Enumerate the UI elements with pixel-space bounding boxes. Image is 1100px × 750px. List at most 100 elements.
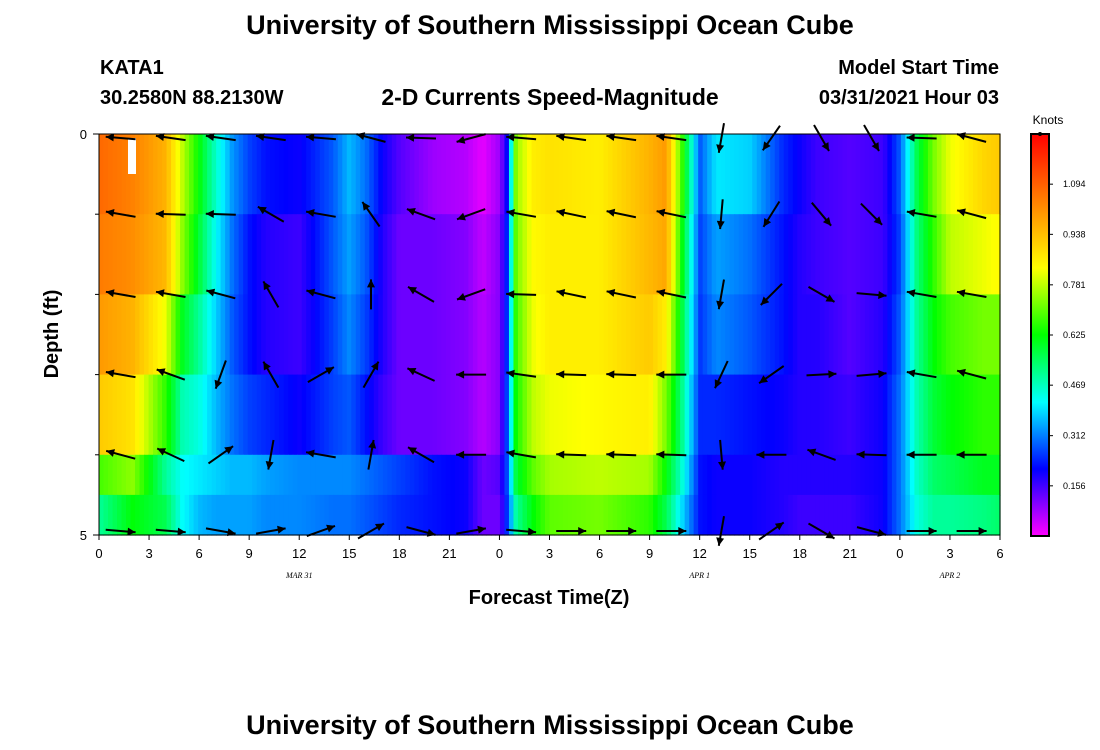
heatmap-cell: [144, 374, 150, 456]
current-vector: [856, 370, 887, 378]
heatmap-cell: [522, 494, 528, 536]
current-vector: [556, 370, 587, 379]
heatmap-cell: [968, 494, 974, 536]
heatmap-cell: [297, 214, 303, 295]
heatmap-cell: [423, 134, 429, 215]
heatmap-cell: [941, 374, 947, 456]
heatmap-cell: [824, 494, 830, 536]
heatmap-cell: [198, 134, 204, 215]
x-tick-label: 6: [596, 546, 603, 561]
heatmap-cell: [526, 134, 533, 215]
heatmap-cell: [229, 294, 235, 376]
heatmap-cell: [743, 454, 749, 496]
heatmap-cell: [301, 214, 307, 295]
colorbar-tick-label: 0.781: [1063, 280, 1086, 290]
colorbar: 1.094 0.938 0.781 0.625 0.469 0.312 0.156: [1030, 132, 1086, 537]
heatmap-cell: [891, 374, 897, 456]
heatmap-cell: [463, 374, 470, 456]
heatmap-cell: [617, 374, 623, 456]
heatmap-cell: [171, 494, 177, 536]
heatmap-cell: [990, 134, 997, 215]
heatmap-cell: [301, 294, 307, 376]
heatmap-cell: [941, 454, 947, 496]
heatmap-cell: [436, 494, 442, 536]
current-vector: [506, 290, 537, 299]
heatmap-cell: [599, 374, 605, 456]
heatmap-cell: [229, 454, 235, 496]
heatmap-cell: [666, 214, 672, 295]
heatmap-cell: [328, 134, 334, 215]
current-vector: [606, 289, 637, 299]
heatmap-cell: [310, 374, 316, 456]
heatmap-cell: [234, 454, 240, 496]
heatmap-cell: [432, 134, 438, 215]
heatmap-cell: [337, 454, 343, 496]
heatmap-cell: [545, 374, 551, 456]
heatmap-cell: [648, 454, 654, 496]
heatmap-cell: [477, 374, 483, 456]
colorbar-unit: Knots: [1033, 113, 1064, 127]
heatmap-cell: [783, 214, 789, 295]
heatmap-cell: [675, 214, 681, 295]
heatmap-cell: [261, 494, 267, 536]
heatmap-cell: [612, 214, 618, 295]
heatmap-cell: [756, 294, 762, 376]
heatmap-cell: [130, 454, 136, 496]
heatmap-cell: [409, 494, 415, 536]
heatmap-cell: [193, 294, 199, 376]
heatmap-cell: [959, 454, 965, 496]
heatmap-cell: [594, 494, 600, 536]
current-vector: [718, 439, 726, 470]
heatmap-cell: [563, 294, 569, 376]
heatmap-cell: [774, 294, 780, 376]
heatmap-cell: [337, 294, 343, 376]
heatmap-cell: [918, 374, 925, 456]
heatmap-cell: [738, 494, 744, 536]
heatmap-cell: [563, 214, 569, 295]
heatmap-cell: [234, 374, 240, 456]
heatmap-cell: [288, 134, 294, 215]
heatmap-cell: [378, 294, 384, 376]
heatmap-cell: [963, 294, 970, 376]
heatmap-cell: [671, 374, 677, 456]
heatmap-cell: [189, 294, 195, 376]
heatmap-cell: [891, 134, 897, 215]
heatmap-cell: [247, 214, 253, 295]
heatmap-cell: [288, 374, 294, 456]
heatmap-cell: [873, 134, 879, 215]
heatmap-cell: [351, 454, 357, 496]
heatmap-cell: [369, 374, 375, 456]
heatmap-cell: [797, 494, 803, 536]
heatmap-cell: [635, 294, 641, 376]
heatmap-cell: [315, 494, 321, 536]
heatmap-cell: [873, 494, 879, 536]
colorbar-tick-label: 1.094: [1063, 179, 1086, 189]
heatmap-cell: [364, 214, 370, 295]
heatmap-cell: [572, 214, 578, 295]
heatmap-cell: [121, 294, 127, 376]
heatmap-cell: [639, 454, 645, 496]
heatmap-cell: [923, 374, 929, 456]
heatmap-cell: [472, 374, 479, 456]
model-start-value: 03/31/2021 Hour 03: [819, 87, 999, 109]
x-tick-label: 15: [342, 546, 356, 561]
heatmap-cell: [351, 134, 357, 215]
heatmap-cell: [279, 494, 285, 536]
heatmap-cell: [225, 294, 231, 376]
current-vector: [906, 133, 937, 142]
heatmap-cell: [441, 294, 447, 376]
heatmap-cell: [463, 134, 470, 215]
heatmap-cell: [707, 134, 713, 215]
current-vector: [656, 450, 687, 459]
heatmap-cell: [639, 494, 645, 536]
heatmap-cell: [153, 134, 159, 215]
heatmap-cell: [990, 214, 997, 295]
heatmap-cell: [612, 494, 618, 536]
heatmap-cell: [508, 294, 515, 376]
heatmap-cell: [238, 454, 244, 496]
heatmap-cell: [180, 214, 186, 295]
heatmap-cell: [770, 134, 776, 215]
heatmap-cell: [477, 294, 483, 376]
colorbar-tick-label: 0.469: [1063, 380, 1086, 390]
heatmap-cell: [99, 294, 105, 376]
